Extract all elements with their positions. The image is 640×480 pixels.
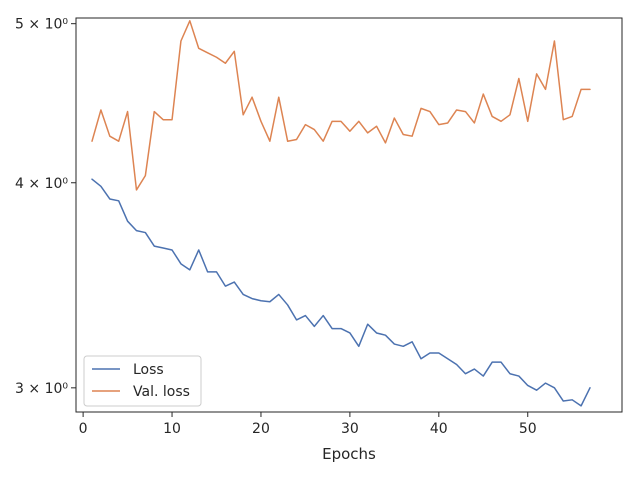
axes-frame: [75, 17, 623, 413]
legend-label: Loss: [133, 362, 164, 378]
x-tick-label: 40: [430, 421, 448, 437]
x-tick-label: 20: [252, 421, 270, 437]
x-tick-label: 10: [163, 421, 181, 437]
y-axis: 3 × 10⁰ 4 × 10⁰ 5 × 10⁰: [15, 17, 76, 397]
y-tick-label: 4 × 10⁰: [15, 176, 68, 192]
x-tick-label: 30: [341, 421, 359, 437]
x-axis-label: Epochs: [322, 445, 376, 463]
x-tick-label: 0: [79, 421, 88, 437]
series-line-loss: [91, 178, 591, 407]
plot-lines: [91, 20, 591, 407]
y-tick-label: 3 × 10⁰: [15, 381, 68, 397]
series-line-val-loss: [91, 20, 591, 191]
y-tick-label: 5 × 10⁰: [15, 17, 68, 33]
legend: Loss Val. loss: [83, 355, 202, 407]
x-tick-label: 50: [519, 421, 537, 437]
legend-label: Val. loss: [133, 384, 190, 400]
x-axis: 0 10 20 30 40 50: [79, 412, 537, 437]
